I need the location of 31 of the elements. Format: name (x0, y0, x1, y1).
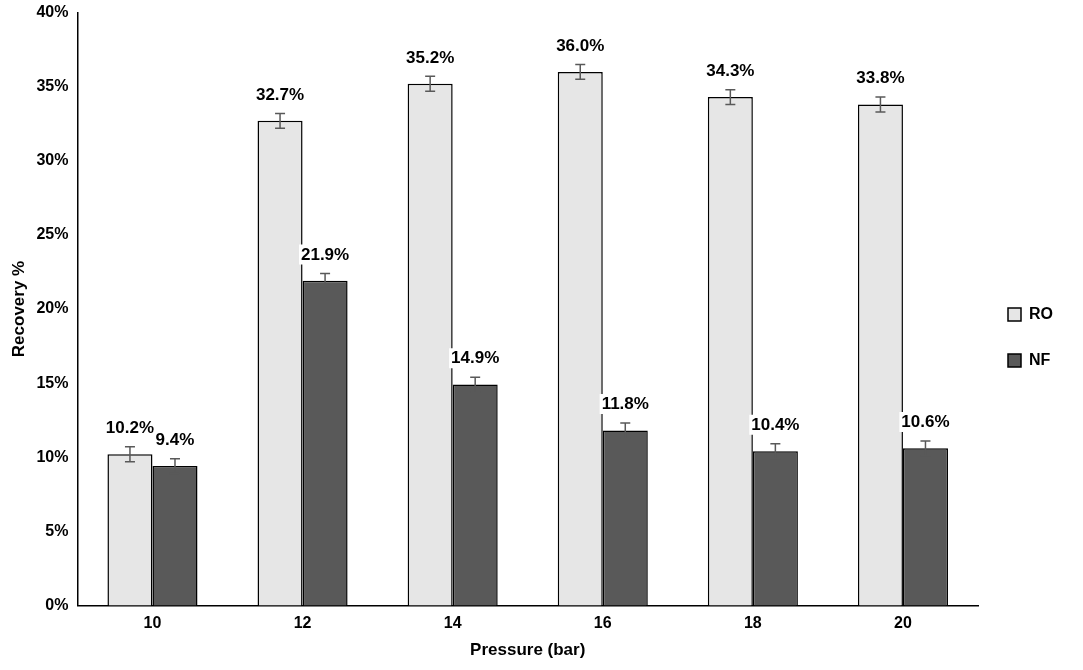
data-label: 14.9% (451, 348, 500, 368)
data-label: 34.3% (706, 60, 755, 80)
x-tick-label: 12 (293, 614, 312, 632)
y-tick-label: 15% (36, 373, 69, 391)
x-tick-label: 18 (743, 614, 762, 632)
x-axis-title: Pressure (bar) (470, 640, 586, 660)
data-label: 10.4% (751, 415, 800, 435)
data-label: 35.2% (406, 47, 455, 67)
y-tick-label: 40% (36, 3, 69, 21)
y-tick-label: 35% (36, 77, 69, 95)
data-label: 36.0% (556, 35, 605, 55)
y-tick-label: 30% (36, 151, 69, 169)
data-label: 33.8% (856, 68, 905, 88)
data-label: 11.8% (601, 394, 649, 414)
data-label: 21.9% (300, 244, 350, 264)
y-axis-title: Recovery % (8, 260, 28, 358)
y-tick-label: 25% (36, 225, 69, 243)
data-label: 10.2% (105, 418, 155, 438)
x-tick-label: 14 (443, 614, 462, 632)
data-label: 9.4% (155, 429, 195, 449)
x-tick-label: 16 (593, 614, 612, 632)
data-label: 10.6% (901, 412, 950, 432)
x-tick-label: 10 (143, 614, 162, 632)
legend-label: RO (1029, 304, 1053, 322)
data-label: 32.7% (255, 84, 305, 104)
legend-label: NF (1029, 350, 1051, 368)
y-tick-label: 5% (45, 521, 69, 539)
y-tick-label: 20% (36, 299, 69, 317)
y-tick-label: 10% (36, 447, 69, 465)
y-tick-label: 0% (45, 595, 69, 613)
x-tick-label: 20 (894, 614, 912, 632)
